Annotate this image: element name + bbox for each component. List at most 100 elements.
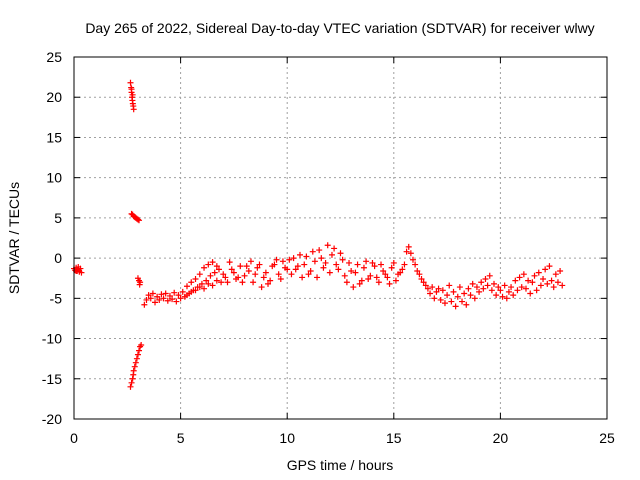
data-point — [228, 266, 235, 273]
data-point — [441, 300, 448, 307]
data-point — [311, 258, 318, 265]
data-point — [409, 256, 416, 263]
data-point — [154, 293, 161, 300]
data-point — [179, 288, 186, 295]
data-point — [188, 279, 195, 286]
data-point — [245, 267, 252, 274]
y-tick-label: 25 — [46, 49, 62, 65]
data-point — [469, 280, 476, 287]
data-point — [525, 277, 532, 284]
data-point — [133, 355, 140, 362]
data-point — [218, 279, 225, 286]
data-point — [350, 284, 357, 291]
data-point — [371, 263, 378, 270]
y-tick-label: -5 — [50, 290, 63, 306]
data-point — [162, 290, 169, 297]
data-point — [416, 271, 423, 278]
data-point — [552, 271, 559, 278]
data-point — [230, 269, 237, 276]
data-point — [493, 292, 500, 299]
data-point — [486, 272, 493, 279]
x-tick-label: 10 — [279, 430, 295, 446]
data-point — [243, 263, 250, 270]
data-point — [365, 276, 372, 283]
y-tick-label: -20 — [42, 411, 62, 427]
data-point — [314, 274, 321, 281]
data-point — [299, 274, 306, 281]
y-tick-label: -15 — [42, 371, 62, 387]
data-point — [203, 277, 210, 284]
data-point — [335, 266, 342, 273]
data-point — [395, 271, 402, 278]
data-point — [128, 86, 135, 93]
data-point — [141, 301, 148, 308]
data-point — [196, 271, 203, 278]
data-point — [433, 288, 440, 295]
data-point — [128, 379, 135, 386]
data-point — [388, 264, 395, 271]
data-point — [294, 263, 301, 270]
data-point — [533, 287, 540, 294]
data-point — [456, 284, 463, 291]
x-tick-label: 20 — [493, 430, 509, 446]
y-tick-label: 5 — [54, 210, 62, 226]
data-point — [286, 256, 293, 263]
data-point — [262, 269, 269, 276]
data-point — [463, 301, 470, 308]
data-point — [309, 248, 316, 255]
data-point — [279, 258, 286, 265]
data-points — [71, 79, 566, 390]
data-point — [405, 243, 412, 250]
data-point — [461, 290, 468, 297]
data-point — [247, 258, 254, 265]
data-point — [354, 261, 361, 268]
data-point — [450, 288, 457, 295]
data-point — [471, 295, 478, 302]
data-point — [424, 285, 431, 292]
data-point — [136, 347, 143, 354]
data-point — [145, 292, 152, 299]
data-point — [273, 256, 280, 263]
data-point — [127, 383, 134, 390]
data-point — [414, 267, 421, 274]
data-point — [535, 269, 542, 276]
data-point — [201, 264, 208, 271]
data-point — [156, 296, 163, 303]
data-point — [363, 258, 370, 265]
data-point — [136, 281, 143, 288]
data-point — [164, 297, 171, 304]
data-point — [256, 261, 263, 268]
data-point — [252, 271, 259, 278]
data-point — [288, 271, 295, 278]
data-point — [160, 295, 167, 302]
data-point — [495, 284, 502, 291]
data-point — [222, 274, 229, 281]
data-point — [152, 299, 159, 306]
data-point — [499, 293, 506, 300]
data-point — [127, 79, 134, 86]
data-point — [320, 264, 327, 271]
data-point — [209, 259, 216, 266]
data-point — [169, 296, 176, 303]
data-point — [554, 279, 561, 286]
data-point — [183, 283, 190, 290]
data-point — [301, 261, 308, 268]
y-axis-label: SDTVAR / TECUs — [6, 182, 22, 294]
data-point — [129, 91, 136, 98]
data-point — [531, 272, 538, 279]
data-point — [303, 253, 310, 260]
y-tick-label: 10 — [46, 170, 62, 186]
data-point — [131, 363, 138, 370]
data-point — [149, 290, 156, 297]
x-tick-label: 5 — [177, 430, 185, 446]
data-point — [382, 271, 389, 278]
data-point — [516, 274, 523, 281]
data-point — [129, 375, 136, 382]
data-point — [282, 264, 289, 271]
data-point — [482, 276, 489, 283]
data-point — [452, 303, 459, 310]
data-point — [437, 296, 444, 303]
data-point — [322, 259, 329, 266]
data-point — [241, 272, 248, 279]
data-point — [546, 263, 553, 270]
